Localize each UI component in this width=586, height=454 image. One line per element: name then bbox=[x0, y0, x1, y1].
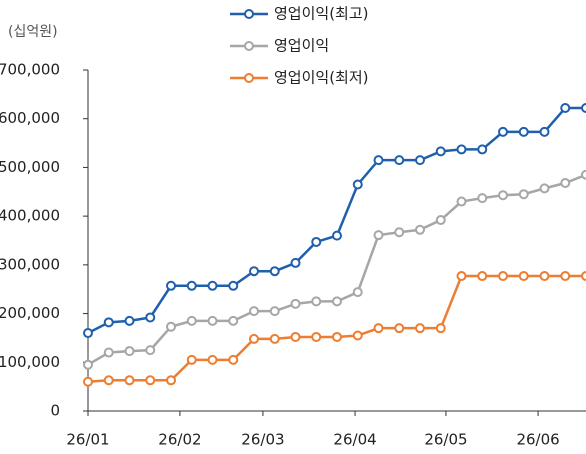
y-tick-label: 100,000 bbox=[0, 353, 60, 371]
point bbox=[415, 224, 425, 235]
point bbox=[228, 354, 239, 365]
point bbox=[207, 280, 218, 291]
point bbox=[311, 296, 322, 307]
point bbox=[560, 178, 571, 189]
point bbox=[394, 323, 405, 334]
point bbox=[166, 321, 176, 332]
point bbox=[518, 126, 529, 137]
point bbox=[249, 266, 259, 277]
point bbox=[332, 230, 342, 241]
point bbox=[290, 257, 301, 268]
point bbox=[539, 126, 550, 137]
point bbox=[166, 280, 176, 291]
unit-label: (십억원) bbox=[8, 24, 58, 40]
point bbox=[498, 271, 508, 282]
point bbox=[560, 102, 571, 113]
point bbox=[394, 227, 405, 238]
x-tick-label: 26/04 bbox=[333, 431, 376, 449]
point bbox=[477, 271, 488, 282]
point bbox=[373, 230, 384, 241]
point bbox=[145, 312, 156, 323]
point bbox=[373, 323, 384, 334]
legend-marker bbox=[244, 9, 254, 19]
point bbox=[352, 179, 363, 190]
point bbox=[456, 271, 467, 282]
point bbox=[539, 183, 550, 194]
point bbox=[477, 144, 488, 155]
legend-marker bbox=[244, 41, 254, 51]
x-tick-label: 26/06 bbox=[516, 431, 559, 449]
point bbox=[435, 215, 446, 226]
point bbox=[103, 347, 114, 358]
point bbox=[249, 333, 259, 344]
point bbox=[269, 333, 280, 344]
point bbox=[581, 169, 586, 180]
point bbox=[228, 280, 239, 291]
point bbox=[124, 375, 135, 386]
point bbox=[394, 155, 405, 166]
y-tick-label: 200,000 bbox=[0, 304, 60, 322]
point bbox=[518, 189, 529, 200]
legend-marker bbox=[244, 73, 254, 83]
point bbox=[311, 331, 322, 342]
y-tick-label: 0 bbox=[50, 402, 60, 420]
x-tick-label: 26/01 bbox=[66, 431, 109, 449]
point bbox=[269, 266, 280, 277]
point bbox=[581, 271, 586, 282]
x-tick-label: 26/05 bbox=[424, 431, 467, 449]
point bbox=[145, 345, 156, 356]
point bbox=[456, 196, 467, 207]
point bbox=[186, 280, 197, 291]
point bbox=[83, 376, 93, 387]
point bbox=[415, 323, 425, 334]
point bbox=[581, 102, 586, 113]
legend-label: 영업이익(최저) bbox=[274, 69, 369, 87]
point bbox=[415, 155, 425, 166]
y-tick-label: 700,000 bbox=[0, 61, 60, 79]
legend-label: 영업이익 bbox=[274, 37, 329, 55]
point bbox=[124, 346, 135, 357]
x-tick-label: 26/02 bbox=[158, 431, 201, 449]
point bbox=[83, 359, 93, 370]
point bbox=[124, 315, 135, 326]
y-tick-label: 500,000 bbox=[0, 158, 60, 176]
point bbox=[435, 146, 446, 157]
point bbox=[498, 190, 508, 201]
point bbox=[373, 155, 384, 166]
point bbox=[332, 296, 342, 307]
series-line bbox=[87, 274, 586, 384]
point bbox=[311, 236, 322, 247]
point bbox=[290, 298, 301, 309]
point bbox=[207, 354, 218, 365]
point bbox=[207, 315, 218, 326]
point bbox=[290, 331, 301, 342]
point bbox=[539, 271, 550, 282]
point bbox=[435, 323, 446, 334]
point bbox=[83, 328, 93, 339]
point bbox=[560, 271, 571, 282]
point bbox=[332, 331, 342, 342]
point bbox=[498, 126, 508, 137]
y-tick-label: 400,000 bbox=[0, 207, 60, 225]
point bbox=[477, 193, 488, 204]
y-tick-label: 300,000 bbox=[0, 255, 60, 273]
point bbox=[352, 287, 363, 298]
legend-label: 영업이익(최고) bbox=[274, 5, 369, 23]
point bbox=[166, 375, 176, 386]
point bbox=[269, 306, 280, 317]
x-tick-label: 26/03 bbox=[241, 431, 284, 449]
y-tick-label: 600,000 bbox=[0, 109, 60, 127]
point bbox=[186, 354, 197, 365]
point bbox=[518, 271, 529, 282]
point bbox=[228, 315, 239, 326]
point bbox=[186, 315, 197, 326]
point bbox=[249, 306, 259, 317]
point bbox=[352, 330, 363, 341]
point bbox=[145, 375, 156, 386]
point bbox=[456, 144, 467, 155]
point bbox=[103, 317, 114, 328]
point bbox=[103, 375, 114, 386]
